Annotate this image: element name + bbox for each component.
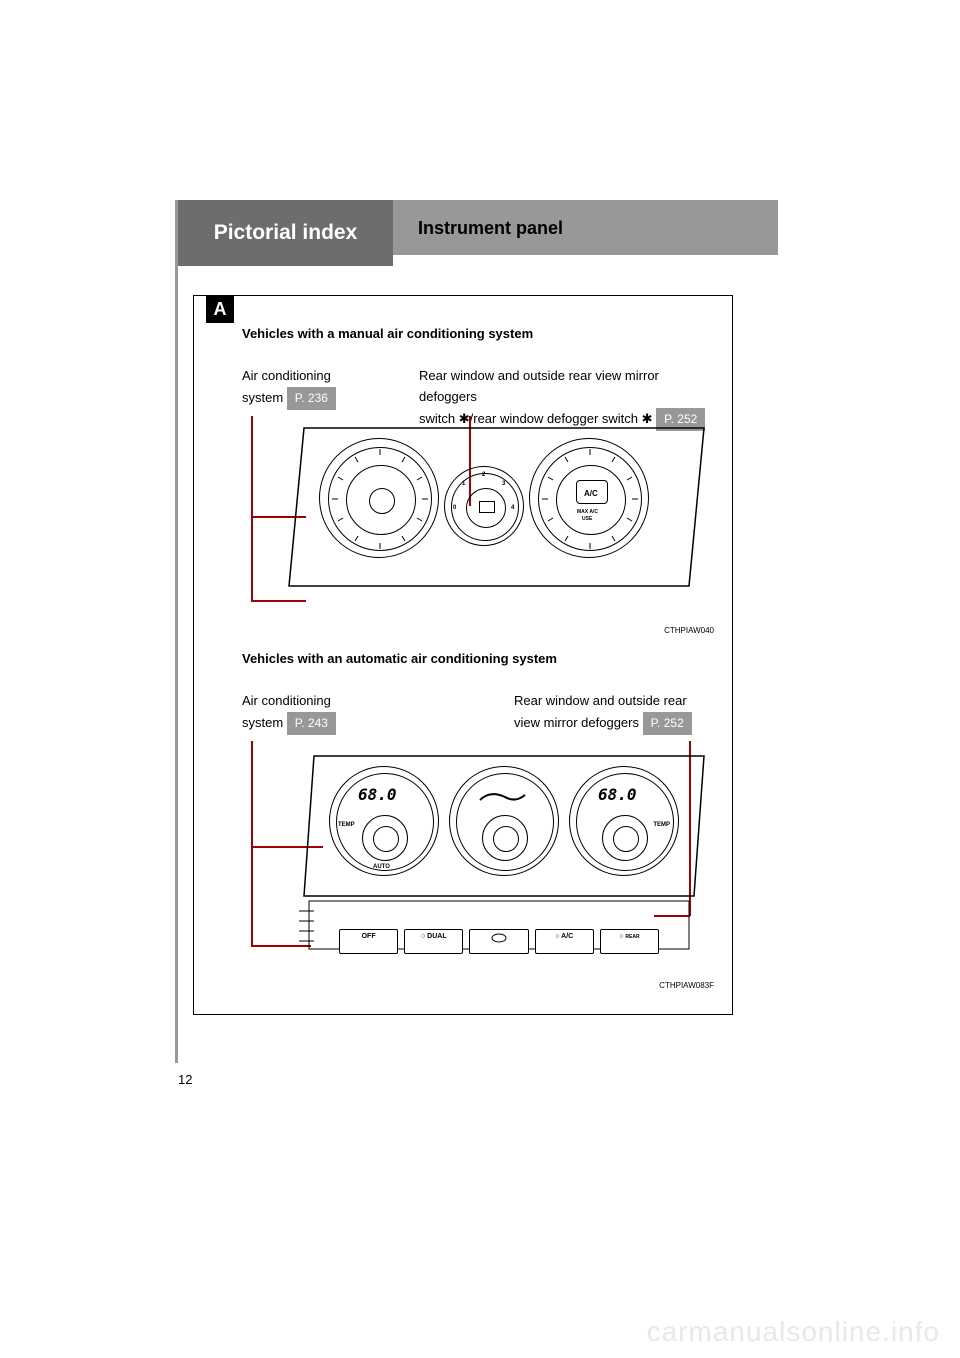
section1-heading: Vehicles with a manual air conditioning … bbox=[242, 326, 533, 341]
illustration-auto-ac: 68.0 TEMP AUTO 68.0 TEMP bbox=[219, 741, 709, 966]
section-title: Instrument panel bbox=[418, 218, 563, 239]
section1-left-label: Air conditioning system P. 236 bbox=[242, 366, 336, 410]
text: system bbox=[242, 390, 283, 405]
page-ref[interactable]: P. 236 bbox=[287, 387, 336, 410]
section-a-box: A bbox=[206, 295, 234, 323]
page-ref[interactable]: P. 243 bbox=[287, 712, 336, 735]
section2-heading: Vehicles with an automatic air condition… bbox=[242, 651, 557, 666]
ac-button[interactable]: ○ A/C bbox=[535, 929, 594, 954]
mode-button[interactable] bbox=[469, 929, 528, 954]
content-frame: A Vehicles with a manual air conditionin… bbox=[193, 295, 733, 1015]
figure-code-1: CTHPIAW040 bbox=[664, 626, 714, 635]
rear-button[interactable]: ○ REAR bbox=[600, 929, 659, 954]
temp-display-right: 68.0 bbox=[598, 785, 637, 804]
num-0: 0 bbox=[453, 505, 456, 511]
page-number: 12 bbox=[178, 1072, 192, 1087]
watermark: carmanualsonline.info bbox=[0, 1316, 960, 1348]
text: system bbox=[242, 715, 283, 730]
auto-label: AUTO bbox=[373, 864, 390, 870]
temp-label: TEMP bbox=[338, 822, 355, 828]
num-3: 3 bbox=[502, 481, 505, 487]
illustration-manual-ac: 0 1 2 3 4 A/C MAX A/C USE bbox=[219, 416, 709, 611]
figure-code-2: CTHPIAW083F bbox=[659, 981, 714, 990]
text: Rear window and outside rear view mirror… bbox=[419, 368, 659, 404]
num-4: 4 bbox=[511, 505, 514, 511]
temp-label: TEMP bbox=[653, 822, 670, 828]
text: view mirror defoggers bbox=[514, 715, 639, 730]
pictorial-index-box: Pictorial index bbox=[178, 200, 393, 266]
dual-button[interactable]: ○ DUAL bbox=[404, 929, 463, 954]
page-ref[interactable]: P. 252 bbox=[643, 712, 692, 735]
page-outer: Pictorial index Instrument panel A Vehic… bbox=[175, 200, 775, 1063]
num-1: 1 bbox=[462, 481, 465, 487]
text: Rear window and outside rear bbox=[514, 693, 687, 708]
button-row: OFF ○ DUAL ○ A/C ○ REAR bbox=[339, 929, 659, 954]
section2-right-label: Rear window and outside rear view mirror… bbox=[514, 691, 724, 735]
off-button[interactable]: OFF bbox=[339, 929, 398, 954]
section2-left-label: Air conditioning system P. 243 bbox=[242, 691, 336, 735]
temp-display-left: 68.0 bbox=[358, 785, 397, 804]
text: Air conditioning bbox=[242, 368, 331, 383]
text: Air conditioning bbox=[242, 693, 331, 708]
num-2: 2 bbox=[482, 472, 485, 478]
